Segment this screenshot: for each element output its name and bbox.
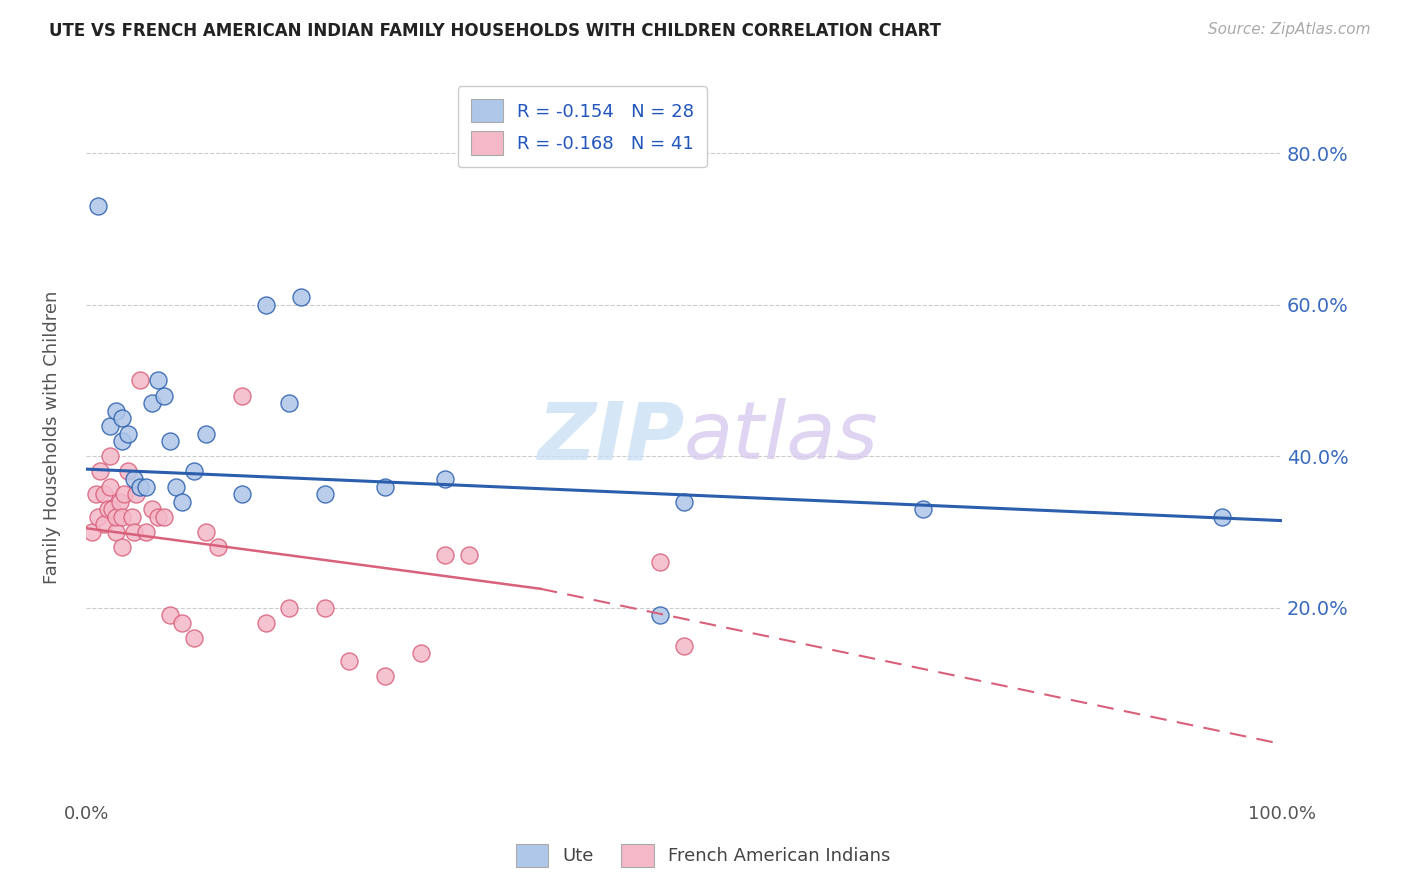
Text: atlas: atlas <box>685 399 879 476</box>
Point <box>231 487 253 501</box>
Point <box>101 502 124 516</box>
Point <box>278 600 301 615</box>
Point <box>194 426 217 441</box>
Point <box>98 479 121 493</box>
Point <box>159 608 181 623</box>
Text: UTE VS FRENCH AMERICAN INDIAN FAMILY HOUSEHOLDS WITH CHILDREN CORRELATION CHART: UTE VS FRENCH AMERICAN INDIAN FAMILY HOU… <box>49 22 941 40</box>
Point <box>278 396 301 410</box>
Point <box>254 298 277 312</box>
Point <box>117 426 139 441</box>
Point <box>117 464 139 478</box>
Point <box>121 509 143 524</box>
Point <box>314 487 336 501</box>
Point <box>433 548 456 562</box>
Point <box>153 389 176 403</box>
Point <box>135 524 157 539</box>
Point <box>141 396 163 410</box>
Point <box>314 600 336 615</box>
Point <box>122 472 145 486</box>
Point <box>374 479 396 493</box>
Point <box>183 631 205 645</box>
Point <box>207 540 229 554</box>
Point <box>122 524 145 539</box>
Point <box>170 494 193 508</box>
Point <box>129 479 152 493</box>
Point <box>93 517 115 532</box>
Point <box>254 615 277 630</box>
Point <box>108 494 131 508</box>
Point <box>650 608 672 623</box>
Point <box>231 389 253 403</box>
Text: Source: ZipAtlas.com: Source: ZipAtlas.com <box>1208 22 1371 37</box>
Point <box>125 487 148 501</box>
Point <box>650 555 672 569</box>
Point <box>159 434 181 448</box>
Point <box>105 404 128 418</box>
Text: ZIP: ZIP <box>537 399 685 476</box>
Legend: R = -0.154   N = 28, R = -0.168   N = 41: R = -0.154 N = 28, R = -0.168 N = 41 <box>458 87 707 167</box>
Point <box>673 639 696 653</box>
Point <box>457 548 479 562</box>
Point <box>112 487 135 501</box>
Point <box>433 472 456 486</box>
Point <box>111 509 134 524</box>
Point <box>97 502 120 516</box>
Point <box>146 509 169 524</box>
Point <box>84 487 107 501</box>
Point <box>105 509 128 524</box>
Point <box>135 479 157 493</box>
Point <box>165 479 187 493</box>
Point <box>374 669 396 683</box>
Point <box>111 540 134 554</box>
Point <box>153 509 176 524</box>
Point <box>170 615 193 630</box>
Y-axis label: Family Households with Children: Family Households with Children <box>44 291 60 584</box>
Point <box>183 464 205 478</box>
Point <box>82 524 104 539</box>
Point <box>146 374 169 388</box>
Point <box>912 502 935 516</box>
Point <box>105 524 128 539</box>
Legend: Ute, French American Indians: Ute, French American Indians <box>509 837 897 874</box>
Point <box>141 502 163 516</box>
Point <box>89 464 111 478</box>
Point <box>409 646 432 660</box>
Point <box>1211 509 1233 524</box>
Point <box>93 487 115 501</box>
Point <box>290 290 312 304</box>
Point <box>194 524 217 539</box>
Point <box>337 654 360 668</box>
Point <box>111 411 134 425</box>
Point <box>87 199 110 213</box>
Point <box>129 374 152 388</box>
Point <box>98 418 121 433</box>
Point <box>87 509 110 524</box>
Point <box>111 434 134 448</box>
Point <box>673 494 696 508</box>
Point <box>98 449 121 463</box>
